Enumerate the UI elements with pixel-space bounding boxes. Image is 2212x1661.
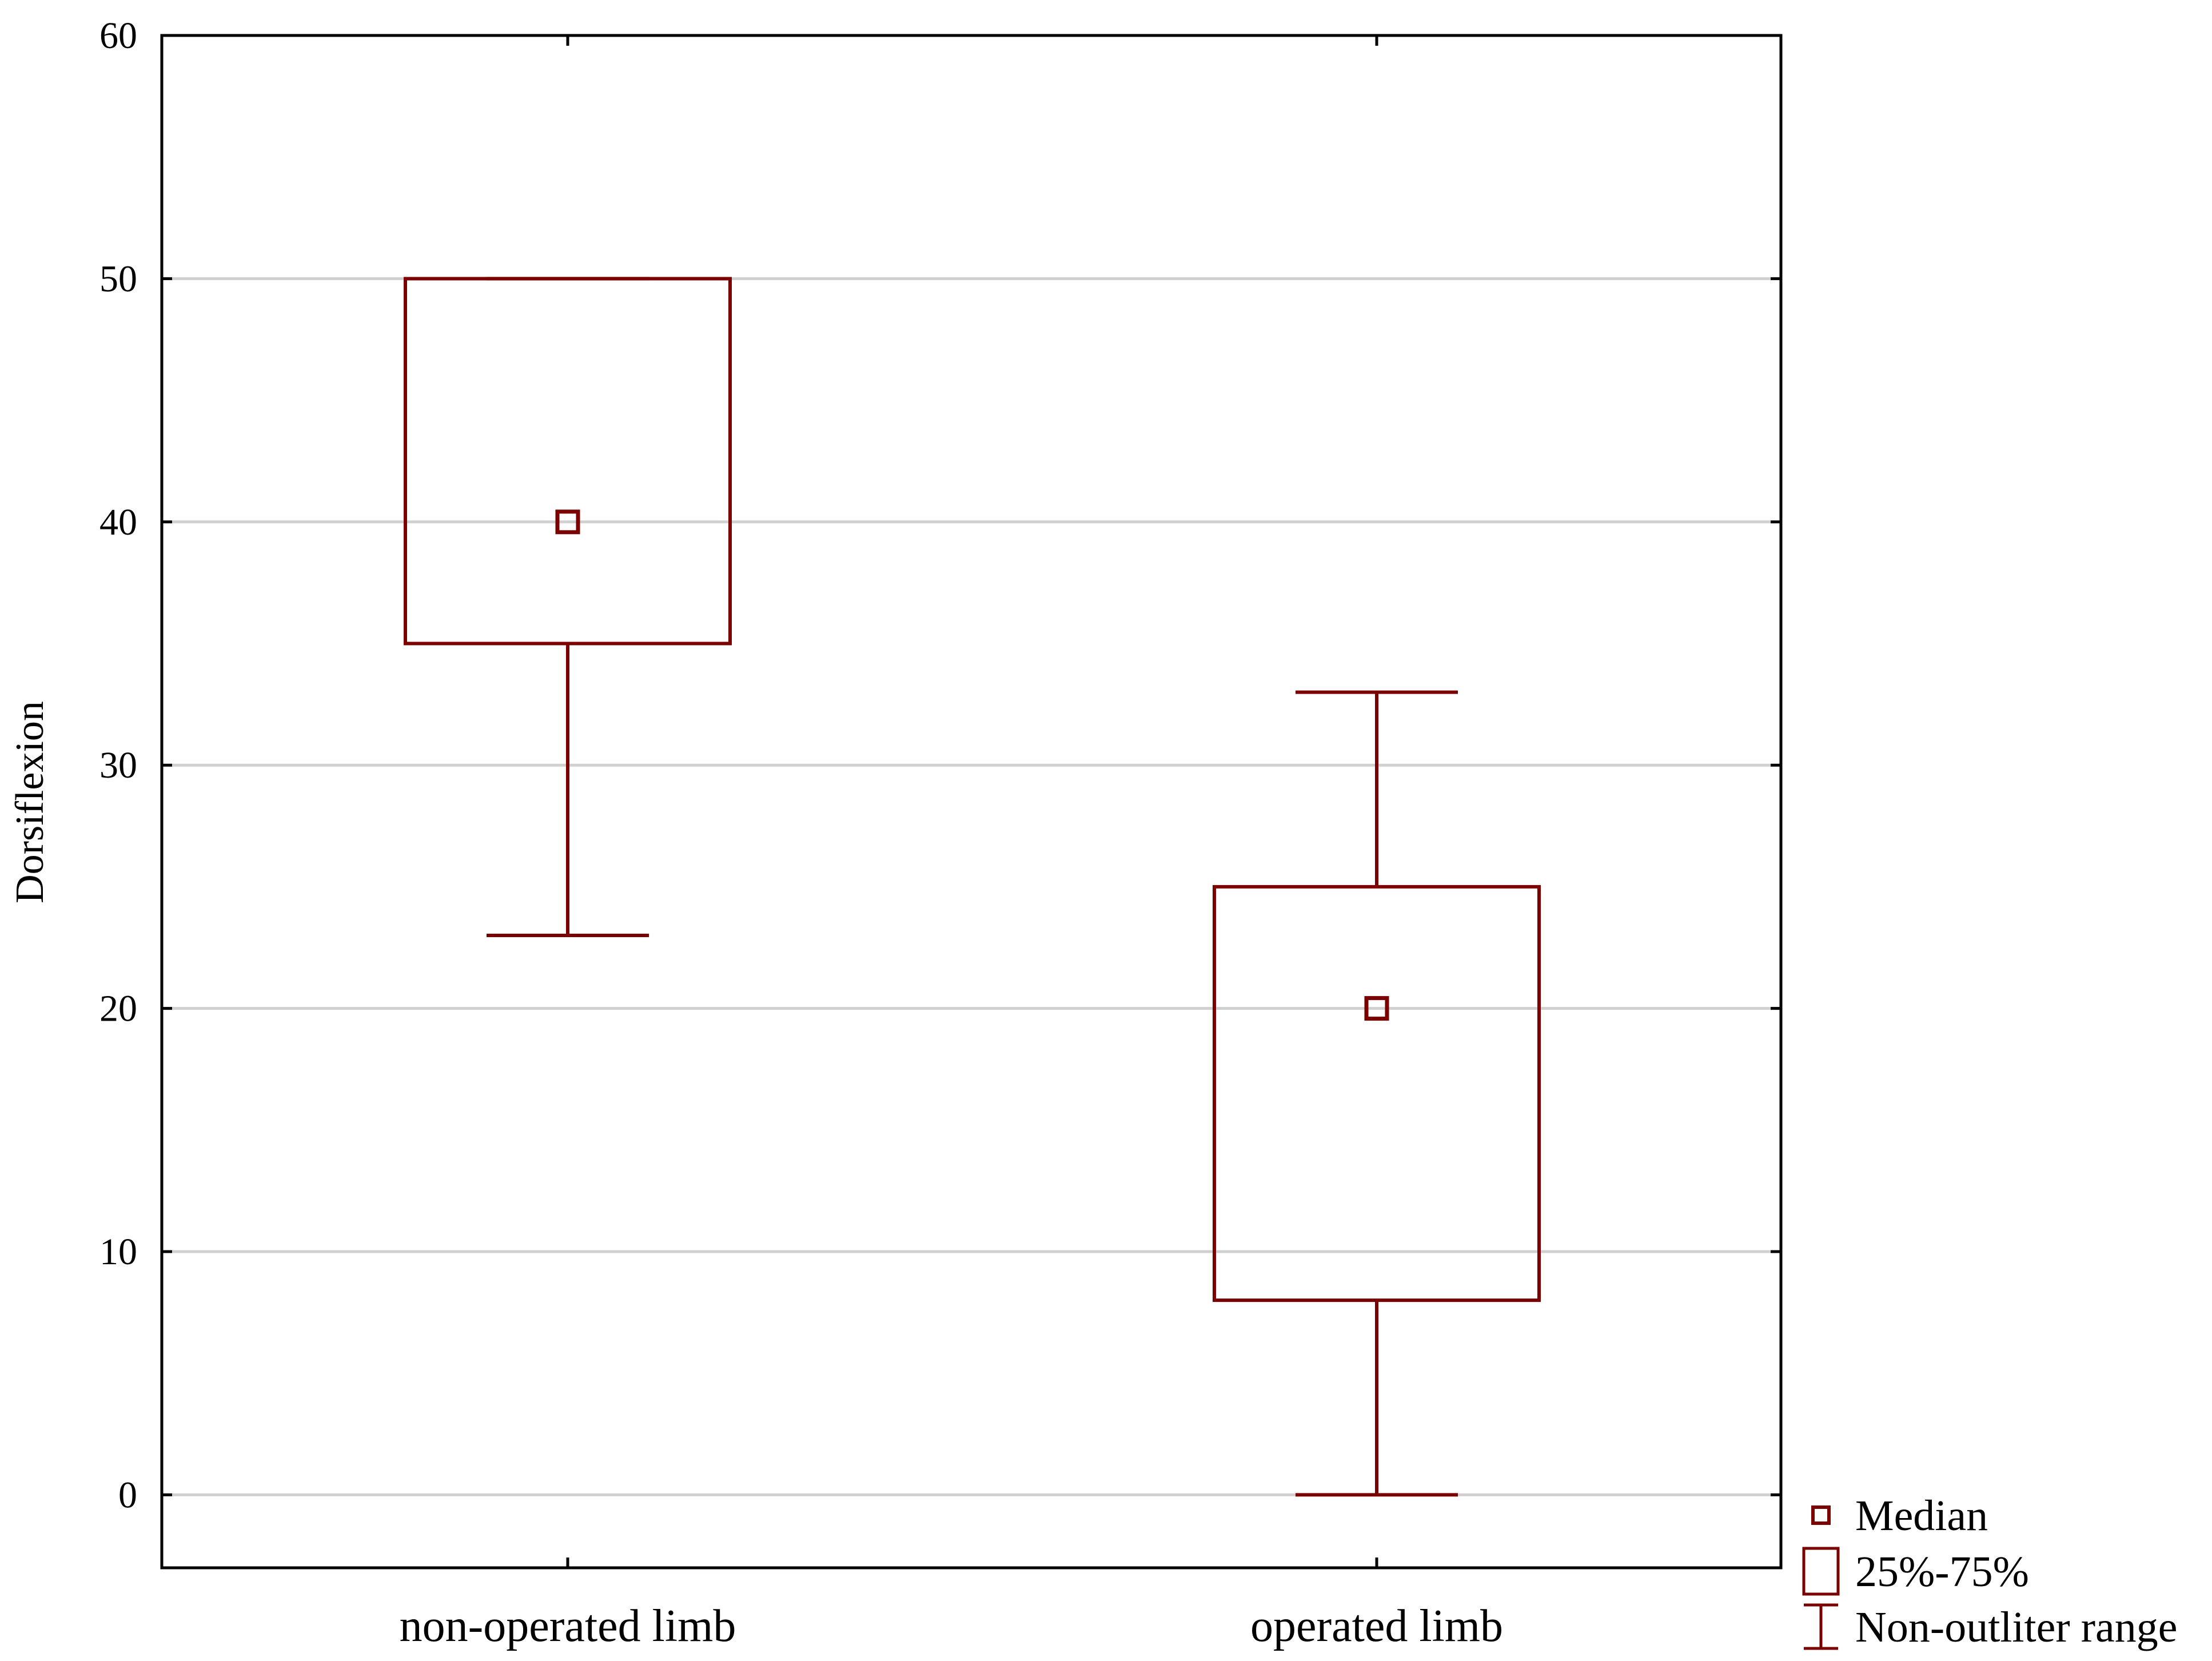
- plot-frame: [160, 34, 1783, 1570]
- legend-label: Non-outliter range: [1855, 1603, 2177, 1651]
- box-group: [404, 277, 732, 937]
- y-tick-label: 50: [99, 258, 137, 300]
- legend-box-symbol: [1802, 1547, 1840, 1596]
- median-marker: [555, 509, 580, 535]
- iqr-box: [404, 277, 732, 646]
- y-axis-label: Dorsiflexion: [8, 701, 52, 903]
- y-tick-label: 0: [118, 1474, 137, 1516]
- y-tick-label: 20: [99, 988, 137, 1030]
- y-tick-label: 30: [99, 744, 137, 786]
- median-marker: [1364, 996, 1389, 1021]
- y-tick-label: 60: [99, 15, 137, 57]
- x-category-label: operated limb: [1250, 1601, 1503, 1651]
- y-tick-label: 10: [99, 1231, 137, 1273]
- y-tick-label: 40: [99, 501, 137, 543]
- legend-label: 25%-75%: [1855, 1548, 2029, 1596]
- x-category-label: non-operated limb: [400, 1601, 736, 1651]
- legend-label: Median: [1855, 1492, 1988, 1540]
- tick-layer: 0 10 20 30 40 50 60 non-operated limb operated l…: [99, 15, 1781, 1651]
- legend-median-symbol: [1811, 1505, 1831, 1525]
- legend: Median 25%-75% Non-outliter range: [1802, 1492, 2177, 1651]
- iqr-box: [1213, 885, 1541, 1302]
- box-layer: [404, 277, 1541, 1497]
- box-group: [1213, 690, 1541, 1497]
